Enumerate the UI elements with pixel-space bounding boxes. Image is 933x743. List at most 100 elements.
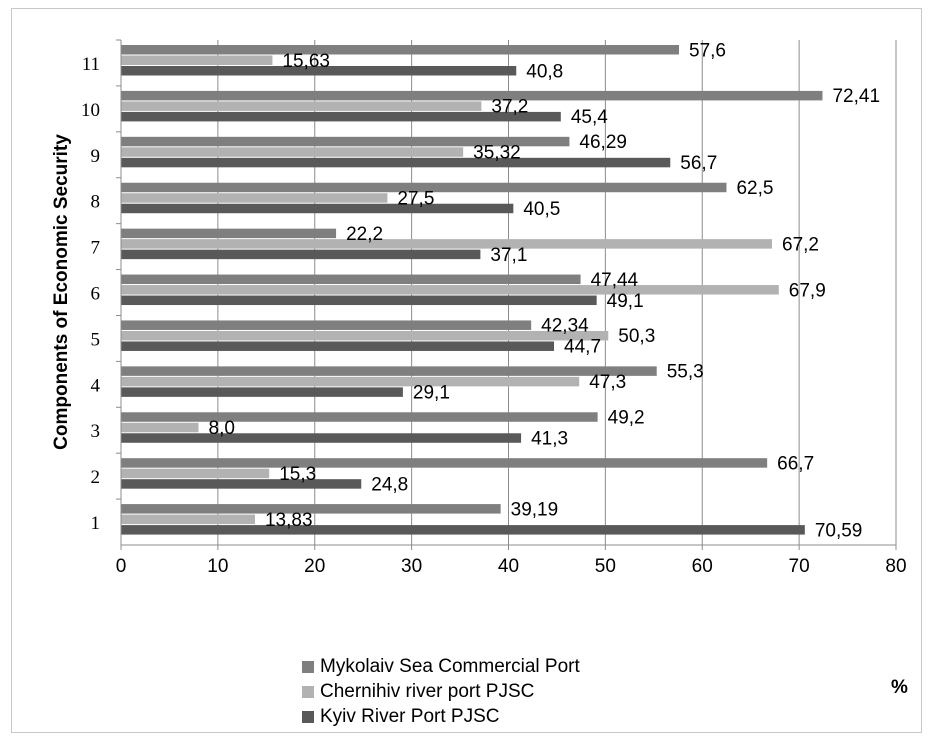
x-tick-label: 40 bbox=[498, 556, 519, 577]
y-tick-label: 6 bbox=[91, 284, 101, 305]
legend-label-kyiv: Kyiv River Port PJSC bbox=[320, 705, 500, 727]
data-label: 72,41 bbox=[832, 86, 880, 107]
y-tick-label: 7 bbox=[91, 238, 101, 259]
data-label: 67,9 bbox=[789, 280, 826, 301]
y-tick-label: 3 bbox=[91, 421, 101, 442]
y-tick-label: 11 bbox=[82, 54, 100, 75]
data-label: 47,44 bbox=[591, 270, 639, 291]
unit-label: % bbox=[891, 677, 908, 698]
x-tick-label: 50 bbox=[595, 556, 616, 577]
legend-item-chernihiv: Chernihiv river port PJSC bbox=[302, 679, 580, 704]
bar bbox=[121, 274, 581, 285]
data-label: 27,5 bbox=[397, 188, 434, 209]
legend: Mykolaiv Sea Commercial Port Chernihiv r… bbox=[302, 654, 580, 729]
bar bbox=[121, 366, 657, 376]
legend-swatch-kyiv bbox=[302, 710, 314, 723]
data-label: 8,0 bbox=[209, 418, 235, 439]
y-tick-label: 1 bbox=[91, 513, 101, 534]
data-label: 55,3 bbox=[667, 362, 704, 383]
y-tick-label: 8 bbox=[91, 192, 101, 213]
data-label: 47,3 bbox=[589, 372, 626, 393]
bar bbox=[121, 111, 561, 122]
bar bbox=[121, 55, 273, 65]
data-label: 67,2 bbox=[782, 234, 819, 255]
data-label: 37,1 bbox=[490, 245, 527, 266]
x-tick-label: 0 bbox=[116, 556, 127, 577]
data-label: 44,7 bbox=[564, 337, 601, 358]
data-label: 50,3 bbox=[618, 326, 655, 347]
bar bbox=[121, 479, 362, 489]
data-label: 49,1 bbox=[607, 291, 644, 312]
legend-label-chernihiv: Chernihiv river port PJSC bbox=[320, 680, 535, 702]
y-tick-label: 2 bbox=[91, 467, 101, 488]
bar bbox=[121, 504, 501, 514]
data-label: 37,2 bbox=[491, 97, 528, 118]
data-label: 56,7 bbox=[680, 153, 717, 174]
legend-label-mykolaiv: Mykolaiv Sea Commercial Port bbox=[320, 655, 580, 677]
bar bbox=[121, 45, 679, 55]
bar bbox=[121, 249, 481, 260]
legend-item-mykolaiv: Mykolaiv Sea Commercial Port bbox=[302, 654, 580, 679]
bar bbox=[121, 525, 805, 535]
data-label: 40,5 bbox=[523, 199, 560, 220]
bar bbox=[121, 157, 671, 168]
bar bbox=[121, 341, 555, 351]
chart-frame bbox=[11, 8, 922, 733]
bar bbox=[121, 468, 270, 479]
data-label: 40,8 bbox=[526, 61, 563, 82]
bar bbox=[121, 376, 580, 387]
bar bbox=[121, 182, 727, 193]
data-label: 49,2 bbox=[608, 408, 645, 429]
bar bbox=[121, 147, 464, 157]
bar bbox=[121, 203, 514, 214]
bar bbox=[121, 66, 517, 76]
data-label: 57,6 bbox=[689, 40, 726, 61]
bar bbox=[121, 101, 482, 111]
bar bbox=[121, 422, 199, 433]
data-label: 22,2 bbox=[346, 224, 383, 245]
bar bbox=[121, 90, 823, 101]
data-label: 46,29 bbox=[579, 132, 627, 153]
y-tick-label: 4 bbox=[91, 375, 101, 396]
bar bbox=[121, 136, 570, 147]
data-label: 15,3 bbox=[279, 464, 316, 485]
data-label: 41,3 bbox=[531, 429, 568, 450]
data-label: 29,1 bbox=[413, 383, 450, 404]
data-label: 24,8 bbox=[371, 474, 408, 495]
bar bbox=[121, 228, 337, 239]
bar bbox=[121, 330, 609, 341]
legend-swatch-mykolaiv bbox=[302, 660, 314, 673]
x-tick-label: 10 bbox=[207, 556, 228, 577]
x-tick-label: 60 bbox=[692, 556, 713, 577]
y-tick-label: 9 bbox=[91, 146, 101, 167]
x-tick-label: 70 bbox=[789, 556, 810, 577]
bar bbox=[121, 320, 532, 330]
legend-swatch-chernihiv bbox=[302, 685, 314, 698]
bar bbox=[121, 295, 597, 306]
bar bbox=[121, 412, 598, 422]
x-tick-label: 80 bbox=[885, 556, 906, 577]
data-label: 45,4 bbox=[571, 107, 608, 128]
bar bbox=[121, 433, 522, 443]
bar bbox=[121, 239, 772, 249]
data-label: 70,59 bbox=[815, 520, 863, 541]
x-tick-label: 30 bbox=[401, 556, 422, 577]
data-label: 66,7 bbox=[777, 453, 814, 474]
data-label: 39,19 bbox=[511, 499, 559, 520]
legend-item-kyiv: Kyiv River Port PJSC bbox=[302, 704, 580, 729]
y-axis-title: Components of Economic Security bbox=[51, 134, 72, 450]
bar bbox=[121, 514, 255, 525]
x-tick-label: 20 bbox=[304, 556, 325, 577]
y-tick-label: 5 bbox=[91, 329, 101, 350]
bar bbox=[121, 193, 388, 203]
bar bbox=[121, 387, 403, 397]
bar bbox=[121, 458, 768, 468]
bar bbox=[121, 285, 779, 295]
data-label: 13,83 bbox=[265, 510, 313, 531]
data-label: 42,34 bbox=[541, 316, 589, 337]
data-label: 35,32 bbox=[473, 143, 521, 164]
y-tick-label: 10 bbox=[81, 100, 100, 121]
data-label: 62,5 bbox=[736, 178, 773, 199]
data-label: 15,63 bbox=[282, 51, 330, 72]
